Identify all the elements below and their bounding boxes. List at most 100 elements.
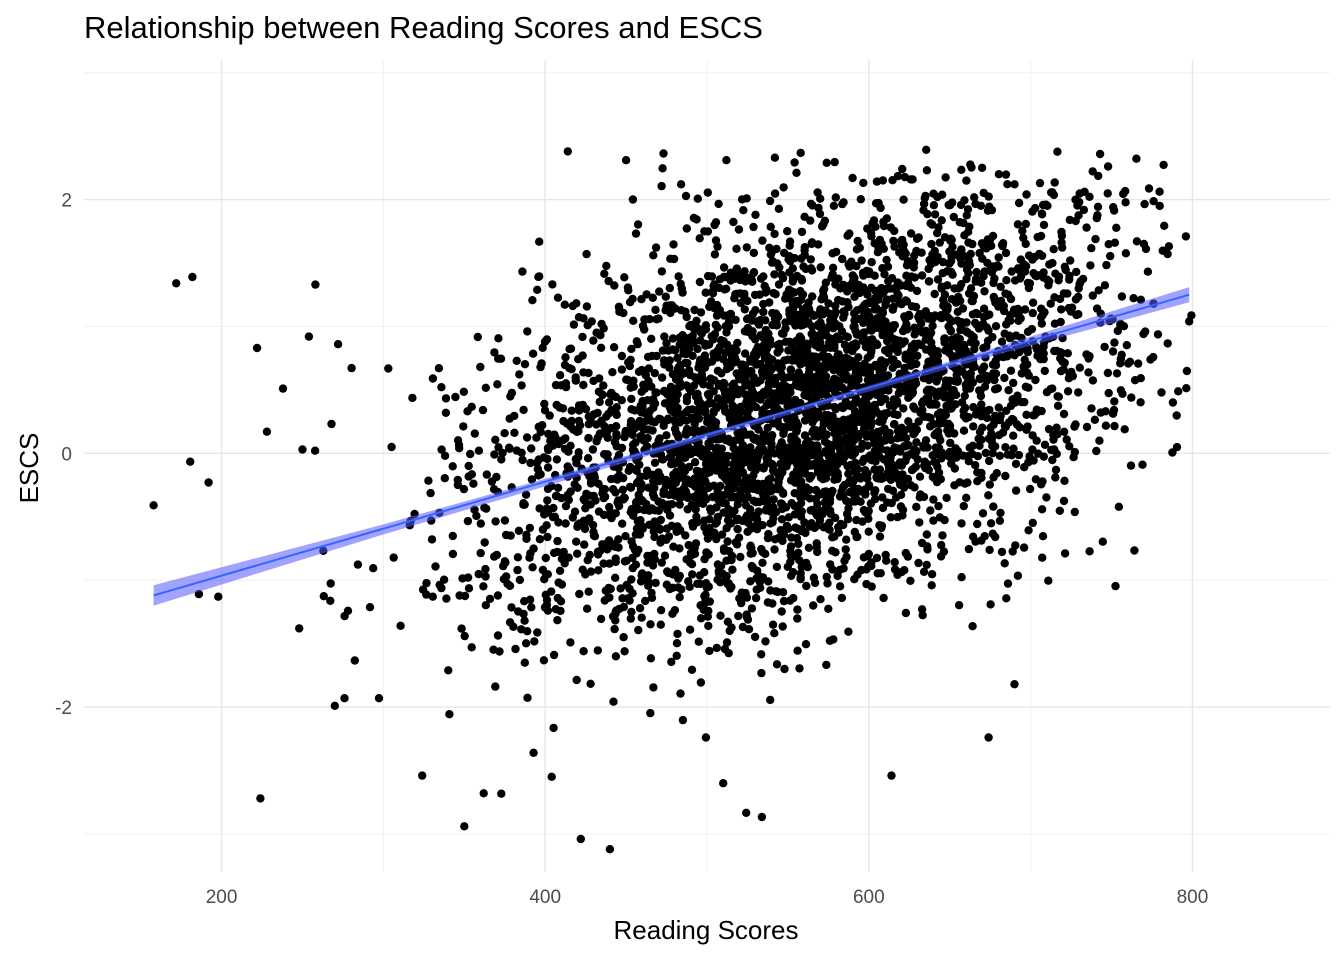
data-point: [965, 443, 974, 452]
data-point: [859, 271, 868, 280]
data-point: [711, 236, 721, 245]
data-point: [533, 285, 542, 294]
data-point: [593, 646, 602, 655]
data-point: [506, 392, 515, 401]
data-point: [1110, 338, 1119, 347]
data-point: [677, 306, 686, 315]
data-point: [811, 494, 820, 504]
data-point: [1016, 272, 1026, 281]
data-point: [858, 329, 867, 339]
data-point: [796, 574, 805, 584]
data-point: [906, 229, 916, 238]
data-point: [561, 353, 570, 362]
data-point: [1112, 223, 1121, 232]
data-point: [384, 364, 393, 373]
data-point: [704, 340, 714, 349]
data-point: [467, 643, 476, 652]
data-point: [759, 437, 768, 446]
data-point: [1119, 322, 1129, 331]
data-point: [603, 593, 613, 602]
data-point: [927, 239, 936, 249]
data-point: [1087, 404, 1096, 413]
data-point: [647, 382, 656, 391]
data-point: [733, 268, 742, 277]
data-point: [734, 451, 743, 460]
data-point: [566, 344, 576, 353]
data-point: [962, 384, 971, 394]
data-point: [727, 555, 736, 565]
data-point: [898, 164, 907, 174]
data-point: [579, 647, 588, 656]
data-point: [893, 410, 902, 420]
data-point: [1149, 352, 1158, 362]
data-point: [672, 639, 682, 648]
data-point: [1159, 160, 1168, 170]
data-point: [791, 523, 800, 532]
data-point: [672, 403, 681, 412]
data-point: [751, 306, 760, 315]
data-point: [757, 668, 766, 678]
data-point: [700, 408, 710, 417]
data-point: [793, 461, 802, 471]
data-point: [746, 355, 755, 364]
data-point: [814, 240, 823, 249]
data-point: [740, 293, 749, 303]
data-point: [890, 443, 899, 452]
data-point: [594, 507, 604, 516]
data-point: [921, 436, 931, 445]
data-point: [604, 398, 614, 407]
data-point: [825, 525, 834, 534]
data-point: [939, 295, 948, 305]
data-point: [984, 192, 993, 201]
data-point: [760, 390, 769, 400]
data-point: [878, 503, 888, 513]
data-point: [821, 372, 831, 381]
data-point: [828, 263, 838, 272]
data-point: [957, 573, 966, 582]
data-point: [938, 268, 947, 278]
data-point: [501, 530, 511, 540]
data-point: [502, 572, 511, 581]
data-point: [611, 609, 620, 618]
data-point: [694, 414, 704, 423]
data-point: [680, 492, 690, 501]
data-point: [729, 474, 738, 484]
data-point: [490, 450, 499, 459]
data-point: [1031, 271, 1040, 280]
data-point: [839, 313, 848, 322]
data-point: [1018, 226, 1027, 236]
data-point: [751, 335, 760, 344]
data-point: [904, 310, 914, 319]
data-point: [784, 524, 793, 533]
data-point: [777, 363, 786, 372]
data-point: [672, 409, 681, 418]
data-point: [762, 491, 771, 501]
data-point: [580, 540, 589, 549]
data-point: [933, 275, 943, 284]
data-point: [979, 312, 989, 322]
data-point: [574, 313, 584, 322]
data-point: [549, 723, 558, 733]
data-point: [1046, 299, 1055, 308]
data-point: [805, 522, 815, 531]
data-point: [695, 325, 704, 334]
data-point: [967, 361, 977, 370]
data-point: [582, 604, 592, 613]
data-point: [214, 592, 223, 601]
data-point: [871, 199, 881, 208]
data-point: [957, 318, 967, 327]
data-point: [701, 325, 711, 334]
data-point: [1006, 366, 1016, 375]
data-point: [956, 325, 965, 335]
data-point: [485, 594, 495, 604]
data-point: [940, 515, 949, 525]
data-point: [644, 483, 653, 492]
data-point: [1163, 339, 1172, 348]
data-point: [1119, 189, 1128, 199]
data-point: [667, 521, 676, 530]
data-point: [779, 530, 789, 539]
data-point: [736, 402, 745, 412]
data-point: [822, 660, 831, 670]
data-point: [729, 217, 738, 227]
data-point: [719, 544, 729, 553]
